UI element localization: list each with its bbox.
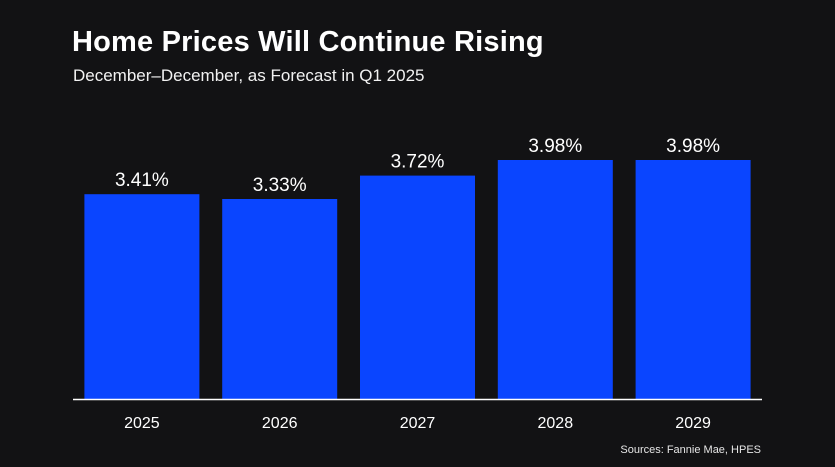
data-label-2027: 3.72% xyxy=(391,152,445,173)
x-tick-label-2029: 2029 xyxy=(675,415,711,432)
data-label-2029: 3.98% xyxy=(666,136,720,157)
bar-2025 xyxy=(84,194,200,399)
data-label-2025: 3.41% xyxy=(115,170,169,191)
x-tick-label-2025: 2025 xyxy=(124,415,160,432)
x-tick-label-2026: 2026 xyxy=(262,415,298,432)
data-labels-group: 3.41% 3.33% 3.72% 3.98% 3.98% xyxy=(115,136,720,196)
x-tick-label-2027: 2027 xyxy=(400,415,436,432)
chart-subtitle: December–December, as Forecast in Q1 202… xyxy=(73,66,425,85)
x-tick-labels-group: 2025 2026 2027 2028 2029 xyxy=(124,415,711,432)
data-label-2028: 3.98% xyxy=(528,136,582,157)
bar-2026 xyxy=(222,199,338,399)
bar-2027 xyxy=(360,175,475,399)
bar-2028 xyxy=(497,160,613,399)
bar-2029 xyxy=(635,160,751,399)
x-tick-label-2028: 2028 xyxy=(538,415,574,432)
chart-title: Home Prices Will Continue Rising xyxy=(72,26,544,58)
data-label-2026: 3.33% xyxy=(253,175,307,196)
source-note: Sources: Fannie Mae, HPES xyxy=(620,444,761,456)
bars-group xyxy=(84,160,751,399)
